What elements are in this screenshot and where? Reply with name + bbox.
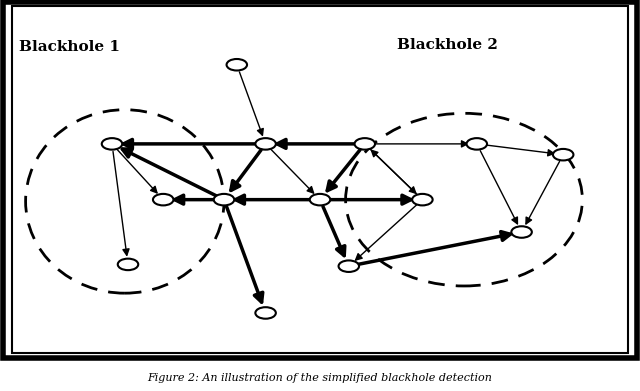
Circle shape xyxy=(227,59,247,70)
Circle shape xyxy=(153,194,173,205)
Circle shape xyxy=(214,194,234,205)
Circle shape xyxy=(553,149,573,160)
Text: Figure 2: An illustration of the simplified blackhole detection: Figure 2: An illustration of the simplif… xyxy=(148,373,492,383)
Circle shape xyxy=(255,307,276,319)
Circle shape xyxy=(255,138,276,150)
Circle shape xyxy=(310,194,330,205)
Circle shape xyxy=(412,194,433,205)
Circle shape xyxy=(102,138,122,150)
Circle shape xyxy=(339,260,359,272)
Circle shape xyxy=(355,138,375,150)
Circle shape xyxy=(118,258,138,270)
Circle shape xyxy=(511,226,532,238)
Text: Blackhole 2: Blackhole 2 xyxy=(397,38,498,52)
Text: Blackhole 1: Blackhole 1 xyxy=(19,40,120,54)
Circle shape xyxy=(467,138,487,150)
